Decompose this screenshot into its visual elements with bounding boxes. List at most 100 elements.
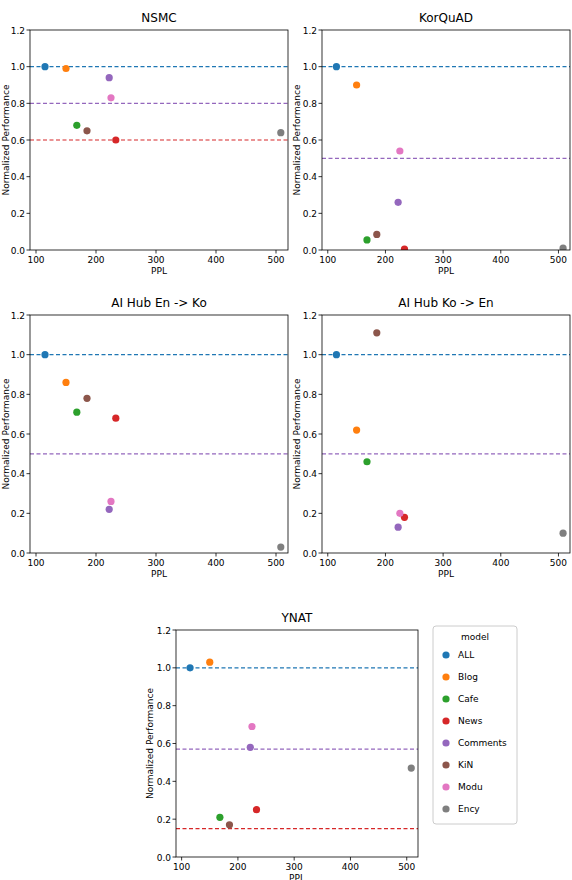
point <box>408 764 415 771</box>
legend-marker <box>442 673 449 680</box>
y-tick-label: 0.0 <box>303 549 318 559</box>
legend-box <box>433 626 517 824</box>
x-tick <box>294 857 295 861</box>
y-tick <box>319 434 323 435</box>
point <box>333 63 340 70</box>
x-tick-label: 100 <box>319 255 336 265</box>
y-axis-label: Normalized Performance <box>1 84 11 195</box>
legend-label: KiN <box>458 760 473 770</box>
y-tick-label: 0.0 <box>11 549 26 559</box>
y-tick-label: 0.6 <box>303 430 318 440</box>
y-tick <box>319 30 323 31</box>
legend-marker <box>442 739 449 746</box>
y-tick <box>173 743 177 744</box>
y-tick-label: 0.2 <box>303 509 317 519</box>
y-tick <box>319 213 323 214</box>
y-tick <box>27 140 31 141</box>
x-tick <box>350 857 351 861</box>
x-tick-label: 200 <box>87 558 104 568</box>
x-tick-label: 400 <box>492 558 509 568</box>
x-tick-label: 300 <box>147 255 164 265</box>
y-tick <box>319 66 323 67</box>
reference-line <box>322 453 570 454</box>
point <box>73 409 80 416</box>
x-tick <box>36 250 37 254</box>
point <box>112 415 119 422</box>
plot-area <box>30 351 288 551</box>
y-tick-label: 0.2 <box>303 209 317 219</box>
y-tick-label: 1.2 <box>11 26 25 36</box>
x-tick <box>406 857 407 861</box>
panel: AI Hub En -> Ko0.00.20.40.60.81.01.21002… <box>1 296 288 579</box>
x-axis-label: PPL <box>438 266 454 276</box>
y-tick-label: 0.4 <box>303 172 318 182</box>
frame <box>322 315 570 553</box>
y-tick <box>173 705 177 706</box>
x-tick <box>385 250 386 254</box>
y-axis-label: Normalized Performance <box>292 84 302 195</box>
legend-label: Cafe <box>458 694 479 704</box>
x-tick <box>558 553 559 557</box>
y-tick <box>319 140 323 141</box>
legend-label: Modu <box>458 782 483 792</box>
x-tick-label: 500 <box>398 862 415 872</box>
x-tick-label: 100 <box>319 558 336 568</box>
legend-label: ALL <box>458 650 474 660</box>
legend-label: Comments <box>458 738 507 748</box>
x-tick-label: 300 <box>147 558 164 568</box>
x-tick <box>216 553 217 557</box>
x-tick-label: 400 <box>207 558 224 568</box>
y-tick-label: 1.0 <box>303 62 318 72</box>
frame <box>30 30 288 250</box>
x-tick <box>500 553 501 557</box>
panel: YNAT0.00.20.40.60.81.01.2100200300400500… <box>145 611 418 880</box>
y-tick-label: 0.8 <box>157 701 172 711</box>
x-tick <box>181 857 182 861</box>
point <box>106 74 113 81</box>
x-tick <box>500 250 501 254</box>
legend-marker <box>442 761 449 768</box>
x-axis-label: PPL <box>151 569 167 579</box>
y-tick <box>173 819 177 820</box>
x-tick <box>36 553 37 557</box>
x-tick-label: 200 <box>87 255 104 265</box>
plot-area <box>322 329 570 537</box>
x-tick <box>385 553 386 557</box>
x-tick <box>327 250 328 254</box>
y-axis-label: Normalized Performance <box>145 688 155 799</box>
x-tick <box>276 250 277 254</box>
point <box>73 122 80 129</box>
legend-marker <box>442 783 449 790</box>
y-tick <box>319 513 323 514</box>
y-tick-label: 1.2 <box>157 626 171 636</box>
y-tick <box>27 250 31 251</box>
y-tick <box>319 473 323 474</box>
point <box>107 94 114 101</box>
title: NSMC <box>141 11 176 25</box>
x-axis-label: PPL <box>438 569 454 579</box>
point <box>216 814 223 821</box>
x-tick-label: 400 <box>207 255 224 265</box>
y-tick-label: 1.2 <box>11 311 25 321</box>
legend-label: Blog <box>458 672 478 682</box>
y-tick-label: 1.0 <box>303 350 318 360</box>
y-tick-label: 0.4 <box>11 469 26 479</box>
y-tick-label: 0.4 <box>157 777 172 787</box>
reference-line <box>322 354 570 355</box>
x-tick-label: 400 <box>342 862 359 872</box>
plot-area <box>30 63 288 144</box>
reference-line <box>176 667 418 668</box>
y-tick-label: 0.8 <box>303 99 318 109</box>
point <box>277 543 284 550</box>
x-tick-label: 300 <box>435 558 452 568</box>
y-tick <box>27 394 31 395</box>
y-tick <box>27 66 31 67</box>
y-tick-label: 0.4 <box>303 469 318 479</box>
y-tick <box>319 250 323 251</box>
legend-marker <box>442 805 449 812</box>
legend-label: Ency <box>458 804 480 814</box>
y-axis-label: Normalized Performance <box>292 378 302 489</box>
legend-marker <box>442 717 449 724</box>
x-tick-label: 500 <box>550 558 567 568</box>
y-tick-label: 0.8 <box>11 390 26 400</box>
